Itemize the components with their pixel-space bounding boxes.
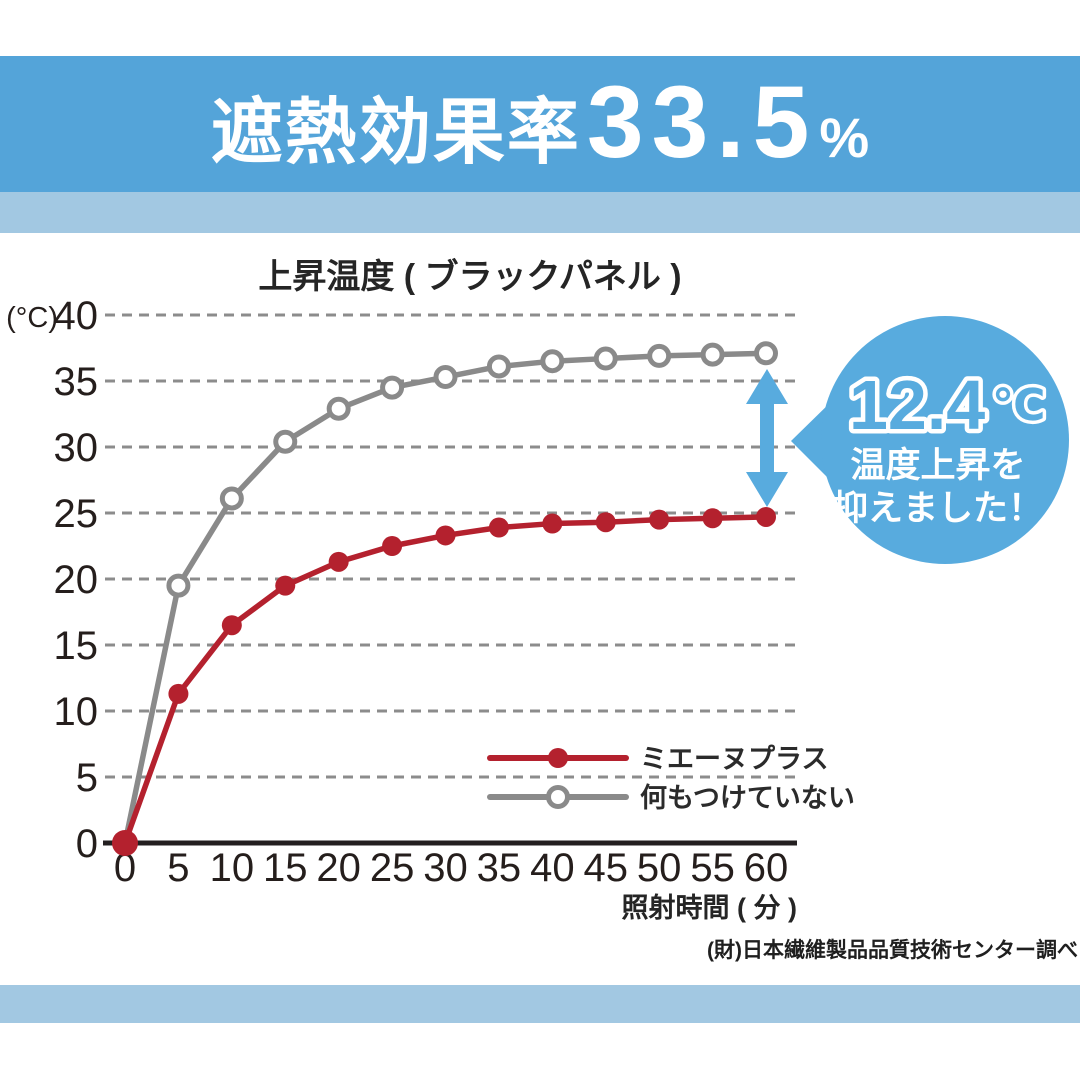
- headline-prefix: 遮熱効果率: [210, 92, 581, 173]
- callout-bubble-circle: [821, 316, 1069, 564]
- y-tick-label: 30: [54, 426, 99, 470]
- x-tick-label: 60: [744, 846, 789, 890]
- y-axis-unit-label: (°C): [6, 302, 58, 334]
- light-blue-stripe-bottom: [0, 985, 1080, 1023]
- y-tick-label: 10: [54, 690, 99, 734]
- x-tick-label: 35: [477, 846, 522, 890]
- legend-label-mienu: ミエーヌプラス: [640, 744, 828, 774]
- data-point: [328, 551, 349, 572]
- data-point: [382, 536, 403, 556]
- headline-value: 33.5: [586, 64, 818, 179]
- data-point: [754, 341, 778, 366]
- data-point: [542, 513, 563, 534]
- x-tick-label: 45: [584, 846, 629, 890]
- data-point: [435, 525, 456, 546]
- x-tick-label: 40: [530, 846, 575, 890]
- data-point: [486, 354, 511, 379]
- data-point: [219, 486, 244, 511]
- callout-text-line1: 温度上昇を: [850, 446, 1025, 485]
- source-note: (財)日本繊維製品品質技術センター調べ: [707, 938, 1078, 962]
- data-point: [488, 517, 509, 538]
- data-point: [433, 365, 458, 390]
- y-tick-label: 40: [54, 294, 99, 338]
- legend-label-untreated: 何もつけていない: [640, 783, 855, 813]
- y-tick-label: 0: [76, 822, 98, 866]
- y-tick-label: 25: [54, 492, 99, 536]
- legend-marker-mienu: [548, 748, 568, 768]
- data-point: [275, 575, 296, 596]
- data-point: [702, 508, 723, 529]
- data-point: [221, 615, 242, 636]
- data-point: [647, 343, 672, 368]
- callout-text-line2: 抑えました！: [833, 489, 1043, 528]
- x-tick-label: 50: [637, 846, 682, 890]
- y-tick-label: 5: [76, 756, 98, 800]
- data-point: [700, 342, 725, 367]
- data-series: [112, 341, 778, 856]
- headline: 遮熱効果率 33.5 %: [211, 64, 869, 181]
- difference-arrow-icon: [746, 369, 788, 507]
- headline-banner: 遮熱効果率 33.5 %: [0, 56, 1080, 192]
- data-point: [593, 346, 618, 371]
- callout-bubble: 12.4 ℃ 温度上昇を 抑えました！: [791, 316, 1069, 564]
- data-point: [649, 509, 670, 530]
- data-point: [595, 512, 616, 533]
- x-tick-label: 15: [263, 846, 308, 890]
- x-tick-label: 30: [423, 846, 468, 890]
- x-tick-label: 10: [210, 846, 255, 890]
- y-tick-label: 35: [54, 360, 99, 404]
- data-point: [273, 429, 298, 454]
- chart-title: 上昇温度 ( ブラックパネル ): [258, 257, 681, 296]
- callout-value: 12.4: [849, 366, 985, 444]
- y-axis-ticks: 0 5 10 15 20 25 30 35 40: [54, 294, 99, 866]
- data-point: [166, 573, 191, 598]
- data-point: [168, 683, 189, 704]
- x-tick-label: 55: [690, 846, 735, 890]
- y-tick-label: 15: [54, 624, 99, 668]
- x-axis-ticks: 0 5 10 15 20 25 30 35 40 45 50 55 60: [114, 846, 788, 890]
- x-tick-label: 5: [167, 846, 189, 890]
- headline-unit: %: [819, 105, 870, 169]
- x-tick-label: 20: [316, 846, 361, 890]
- legend: ミエーヌプラス 何もつけていない: [487, 744, 855, 813]
- x-tick-label: 0: [114, 846, 136, 890]
- data-point: [540, 349, 565, 374]
- light-blue-stripe-top: [0, 192, 1080, 233]
- callout-unit: ℃: [992, 381, 1045, 430]
- data-point: [756, 506, 776, 527]
- x-tick-label: 25: [370, 846, 415, 890]
- y-tick-label: 20: [54, 558, 99, 602]
- data-point: [112, 830, 138, 856]
- data-point: [380, 375, 405, 400]
- data-point: [326, 396, 351, 421]
- x-axis-label: 照射時間 ( 分 ): [622, 893, 798, 923]
- legend-marker-untreated: [546, 785, 570, 809]
